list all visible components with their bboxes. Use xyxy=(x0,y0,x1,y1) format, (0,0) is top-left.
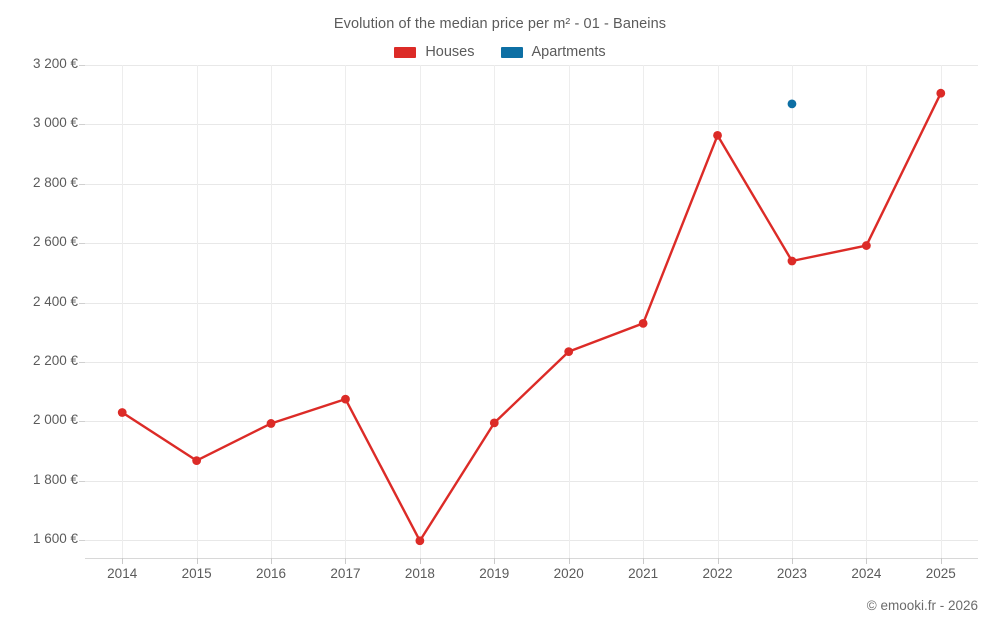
legend-label-houses: Houses xyxy=(425,44,475,60)
x-axis-label: 2019 xyxy=(479,566,510,581)
gridline-horizontal xyxy=(85,302,978,304)
x-axis-tick xyxy=(345,558,347,564)
x-axis-label: 2024 xyxy=(851,566,882,581)
x-axis-label: 2022 xyxy=(702,566,733,581)
data-point-houses-2016[interactable] xyxy=(266,419,276,428)
gridline-horizontal xyxy=(85,421,978,423)
y-axis-label: 1 800 € xyxy=(32,471,78,487)
data-point-houses-2019[interactable] xyxy=(489,418,499,428)
x-axis-label: 2016 xyxy=(256,566,287,581)
legend-swatch-apartments xyxy=(500,46,523,58)
data-point-houses-2018[interactable] xyxy=(415,536,425,546)
data-point-houses-2015[interactable] xyxy=(192,456,202,465)
data-point-houses-2023[interactable] xyxy=(787,256,797,266)
x-axis-tick xyxy=(568,558,570,564)
x-axis-label: 2018 xyxy=(404,566,435,581)
x-axis-tick xyxy=(940,558,942,564)
y-axis-label: 2 600 € xyxy=(32,234,78,250)
y-axis-label: 2 200 € xyxy=(32,352,78,368)
y-axis-labels: 1 600 € 1 800 € 2 000 € 2 200 € 2 400 € 2 600… xyxy=(0,0,78,625)
gridline-vertical xyxy=(717,65,719,558)
x-axis-label: 2020 xyxy=(553,566,584,581)
gridline-horizontal xyxy=(85,361,978,363)
x-axis-tick xyxy=(791,558,793,564)
y-axis-tick xyxy=(79,183,85,185)
data-point-houses-2024[interactable] xyxy=(861,241,871,250)
x-axis-label: 2015 xyxy=(181,566,212,581)
x-axis-tick xyxy=(494,558,496,564)
gridline-horizontal xyxy=(85,124,978,126)
x-axis-tick xyxy=(643,558,645,564)
gridline-vertical xyxy=(196,65,198,558)
gridline-vertical xyxy=(122,65,124,558)
y-axis-tick xyxy=(79,540,85,542)
x-axis-label: 2021 xyxy=(628,566,659,581)
gridline-vertical xyxy=(643,65,645,558)
gridline-vertical xyxy=(791,65,793,558)
y-axis-tick xyxy=(79,480,85,482)
y-axis-label: 2 400 € xyxy=(32,293,78,309)
gridline-vertical xyxy=(419,65,421,558)
y-axis-tick xyxy=(79,421,85,423)
x-axis-tick xyxy=(866,558,868,564)
gridline-horizontal xyxy=(85,243,978,245)
y-axis-tick xyxy=(79,302,85,304)
data-point-houses-2020[interactable] xyxy=(564,347,574,356)
chart-legend: Houses Apartments xyxy=(0,44,1000,60)
y-axis-tick xyxy=(79,361,85,363)
y-axis-label: 1 600 € xyxy=(32,531,78,547)
x-axis-label: 2017 xyxy=(330,566,361,581)
gridline-vertical xyxy=(345,65,347,558)
x-axis-tick xyxy=(271,558,273,564)
data-point-houses-2014[interactable] xyxy=(117,408,127,417)
y-axis-label: 3 000 € xyxy=(32,115,78,131)
data-point-houses-2025[interactable] xyxy=(936,88,946,98)
x-axis-tick xyxy=(122,558,124,564)
gridline-horizontal xyxy=(85,183,978,185)
gridline-vertical xyxy=(940,65,942,558)
legend-item-houses[interactable]: Houses xyxy=(394,44,475,60)
x-axis-label: 2023 xyxy=(776,566,807,581)
gridline-vertical xyxy=(568,65,570,558)
x-axis-line xyxy=(85,558,978,559)
y-axis-tick xyxy=(79,65,85,66)
y-axis-label: 3 200 € xyxy=(32,56,78,71)
data-point-houses-2021[interactable] xyxy=(638,318,648,328)
chart-title: Evolution of the median price per m² - 0… xyxy=(333,16,667,32)
x-axis-tick xyxy=(196,558,198,564)
x-axis-label: 2025 xyxy=(925,566,956,581)
y-axis-tick xyxy=(79,243,85,245)
x-axis-label: 2014 xyxy=(107,566,138,581)
legend-item-apartments[interactable]: Apartments xyxy=(500,44,606,60)
legend-label-apartments: Apartments xyxy=(531,44,606,60)
data-point-houses-2017[interactable] xyxy=(341,394,350,404)
gridline-vertical xyxy=(271,65,273,558)
x-axis-tick xyxy=(419,558,421,564)
gridline-horizontal xyxy=(85,540,978,542)
data-point-houses-2022[interactable] xyxy=(713,130,722,140)
gridline-vertical xyxy=(494,65,496,558)
y-axis-label: 2 800 € xyxy=(32,174,78,190)
gridline-vertical xyxy=(866,65,868,558)
plot-area xyxy=(85,65,978,558)
footer-credit: © emooki.fr - 2026 xyxy=(866,598,978,613)
y-axis-label: 2 000 € xyxy=(32,412,78,428)
x-axis-tick xyxy=(717,558,719,564)
legend-swatch-houses xyxy=(394,46,417,58)
series-line-houses xyxy=(121,92,942,542)
y-axis-tick xyxy=(79,124,85,126)
gridline-horizontal xyxy=(85,65,978,66)
data-point-apartments-2023[interactable] xyxy=(787,99,797,109)
gridline-horizontal xyxy=(85,480,978,482)
